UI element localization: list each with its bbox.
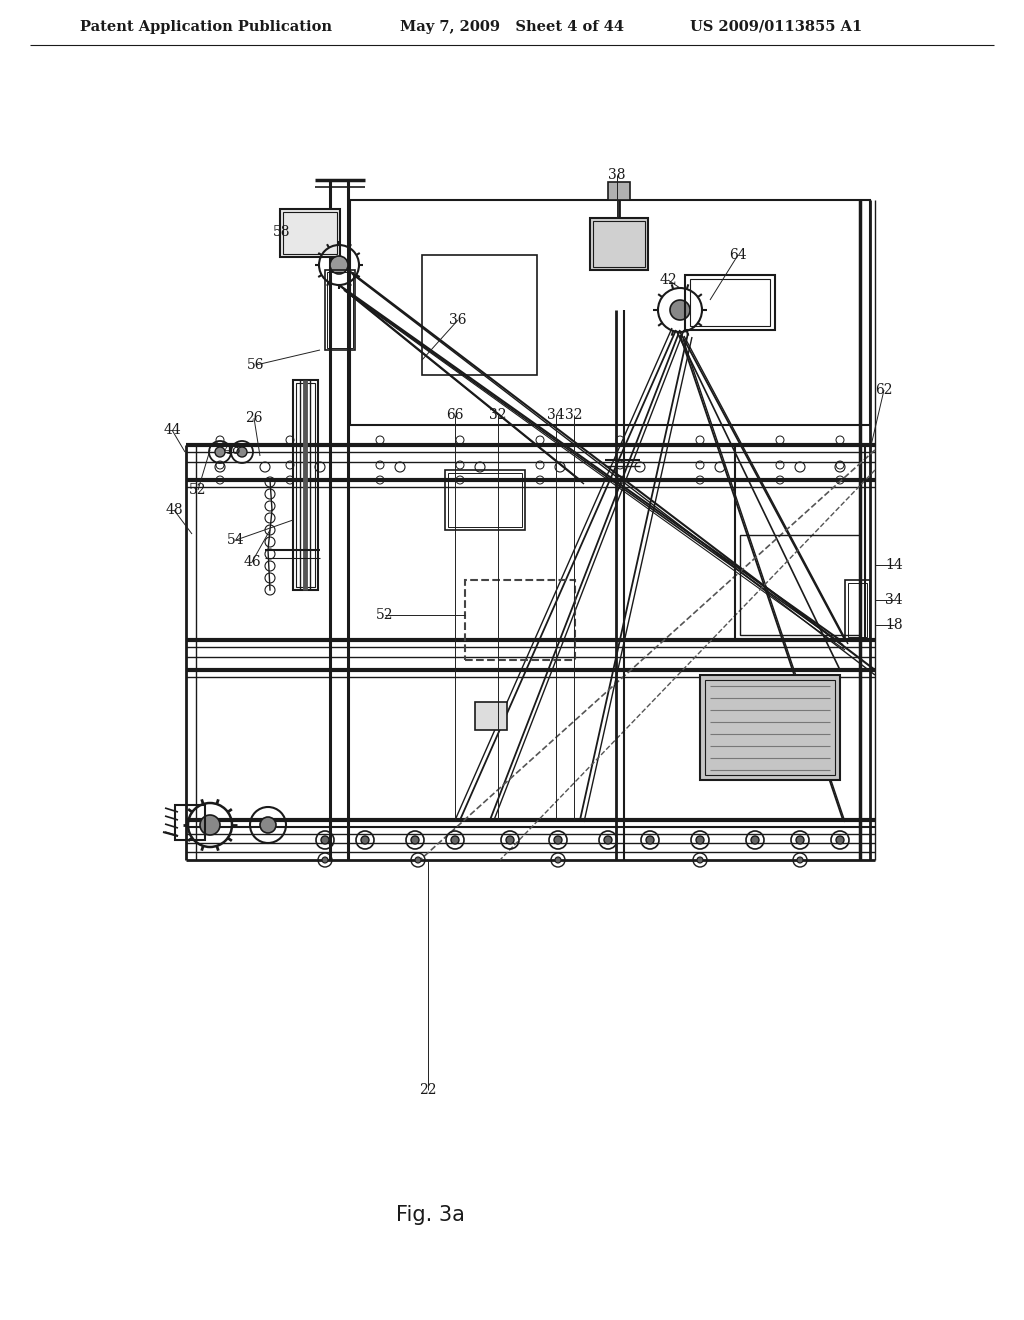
Text: 48: 48 — [165, 503, 183, 517]
Bar — [740, 535, 860, 635]
Circle shape — [797, 857, 803, 863]
Text: 32: 32 — [489, 408, 507, 422]
Bar — [350, 201, 870, 425]
Circle shape — [796, 836, 804, 843]
Circle shape — [260, 817, 276, 833]
Text: 48: 48 — [223, 444, 241, 457]
Circle shape — [751, 836, 759, 843]
Bar — [848, 583, 867, 638]
Bar — [705, 680, 835, 775]
Circle shape — [215, 447, 225, 457]
Circle shape — [200, 814, 220, 836]
Text: 52: 52 — [189, 483, 207, 498]
Text: 36: 36 — [450, 313, 467, 327]
Text: 34: 34 — [885, 593, 903, 607]
Circle shape — [604, 836, 612, 843]
Circle shape — [836, 836, 844, 843]
Bar — [593, 220, 645, 267]
Bar — [327, 272, 353, 348]
Circle shape — [670, 300, 690, 319]
Text: 26: 26 — [246, 411, 263, 425]
Bar — [465, 579, 575, 660]
Text: 52: 52 — [376, 609, 394, 622]
Circle shape — [330, 256, 348, 275]
Circle shape — [321, 836, 329, 843]
Bar — [685, 275, 775, 330]
Text: 34: 34 — [547, 408, 565, 422]
Circle shape — [237, 447, 247, 457]
Text: 22: 22 — [419, 1082, 437, 1097]
Bar — [449, 473, 522, 527]
Text: 64: 64 — [729, 248, 746, 261]
Text: 42: 42 — [659, 273, 677, 286]
Text: 58: 58 — [273, 224, 291, 239]
Circle shape — [361, 836, 369, 843]
Circle shape — [411, 836, 419, 843]
Text: 62: 62 — [876, 383, 893, 397]
Bar — [422, 255, 537, 375]
Circle shape — [415, 857, 421, 863]
Text: 56: 56 — [247, 358, 265, 372]
Circle shape — [554, 836, 562, 843]
Text: 38: 38 — [608, 168, 626, 182]
Bar — [845, 579, 870, 640]
Circle shape — [697, 857, 703, 863]
Text: 18: 18 — [885, 618, 903, 632]
Bar — [590, 218, 648, 271]
Text: 14: 14 — [885, 558, 903, 572]
Text: May 7, 2009   Sheet 4 of 44: May 7, 2009 Sheet 4 of 44 — [400, 20, 624, 34]
Text: 66: 66 — [446, 408, 464, 422]
Bar — [608, 182, 630, 201]
Bar — [445, 470, 525, 531]
Bar — [690, 279, 770, 326]
Circle shape — [555, 857, 561, 863]
Bar — [175, 805, 205, 840]
Text: 54: 54 — [227, 533, 245, 546]
Bar — [283, 213, 337, 253]
Circle shape — [322, 857, 328, 863]
Bar — [293, 380, 318, 590]
Bar — [700, 675, 840, 780]
Circle shape — [451, 836, 459, 843]
Bar — [280, 209, 340, 257]
Circle shape — [506, 836, 514, 843]
Circle shape — [696, 836, 705, 843]
Bar — [475, 702, 507, 730]
Text: US 2009/0113855 A1: US 2009/0113855 A1 — [690, 20, 862, 34]
Text: Patent Application Publication: Patent Application Publication — [80, 20, 332, 34]
Bar — [735, 445, 865, 640]
Text: Fig. 3a: Fig. 3a — [395, 1205, 465, 1225]
Bar — [296, 383, 315, 587]
Text: 46: 46 — [243, 554, 261, 569]
Text: 44: 44 — [163, 422, 181, 437]
Bar — [325, 271, 355, 350]
Circle shape — [646, 836, 654, 843]
Text: 32: 32 — [565, 408, 583, 422]
